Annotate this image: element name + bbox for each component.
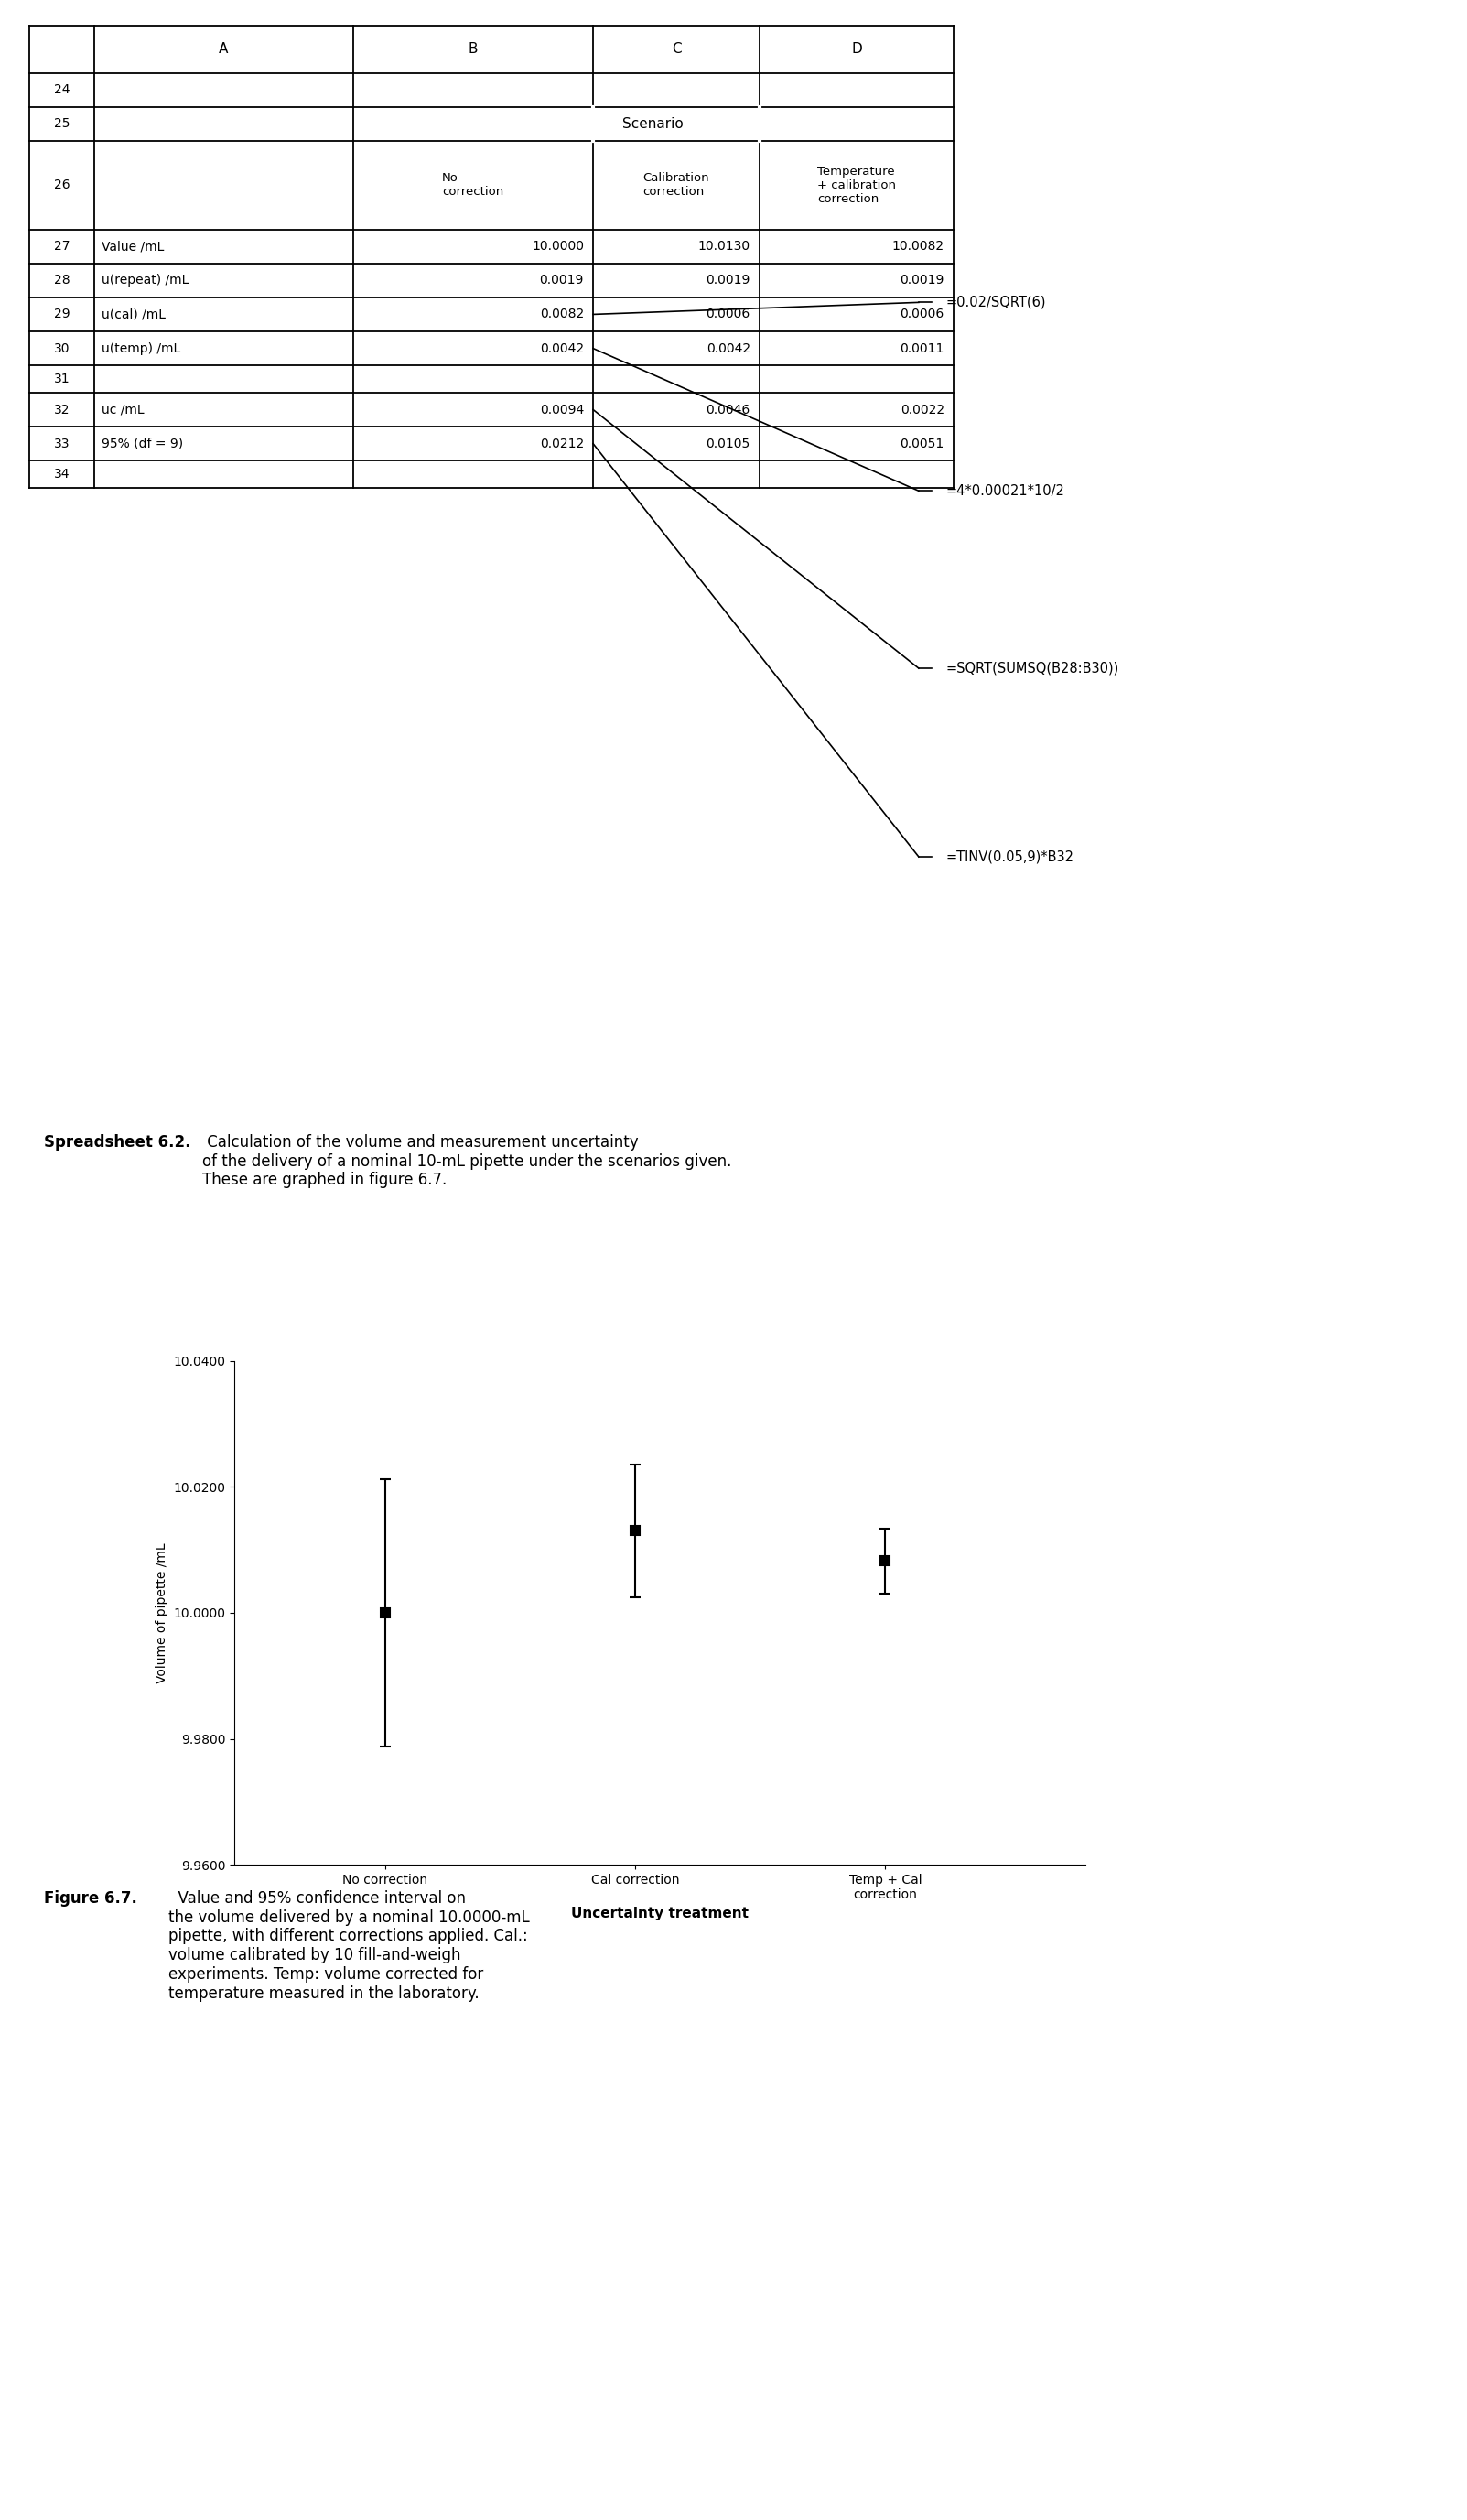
Text: A: A <box>219 43 229 55</box>
Text: =TINV(0.05,9)*B32: =TINV(0.05,9)*B32 <box>945 849 1074 864</box>
Text: 27: 27 <box>54 239 70 252</box>
Text: 0.0006: 0.0006 <box>706 307 750 320</box>
Text: Spreadsheet 6.2.: Spreadsheet 6.2. <box>44 1134 191 1152</box>
Text: Temperature
+ calibration
correction: Temperature + calibration correction <box>817 166 896 204</box>
Text: D: D <box>851 43 863 55</box>
Text: 0.0105: 0.0105 <box>706 438 750 451</box>
Text: 0.0006: 0.0006 <box>901 307 945 320</box>
Text: C: C <box>672 43 681 55</box>
Text: 30: 30 <box>54 343 70 355</box>
Y-axis label: Volume of pipette /mL: Volume of pipette /mL <box>156 1542 169 1683</box>
Text: u(cal) /mL: u(cal) /mL <box>101 307 166 320</box>
Text: =4*0.00021*10/2: =4*0.00021*10/2 <box>945 484 1064 499</box>
Text: 29: 29 <box>54 307 70 320</box>
Text: uc /mL: uc /mL <box>101 403 144 416</box>
Text: Calculation of the volume and measurement uncertainty
of the delivery of a nomin: Calculation of the volume and measuremen… <box>202 1134 732 1189</box>
Text: 0.0094: 0.0094 <box>540 403 584 416</box>
Text: 33: 33 <box>54 438 70 451</box>
Text: 26: 26 <box>54 179 70 192</box>
Text: 32: 32 <box>54 403 70 416</box>
Text: 0.0082: 0.0082 <box>540 307 584 320</box>
Text: 0.0019: 0.0019 <box>901 275 945 287</box>
Text: 25: 25 <box>54 118 70 131</box>
Text: 34: 34 <box>54 469 70 481</box>
Text: 0.0042: 0.0042 <box>540 343 584 355</box>
Text: Value /mL: Value /mL <box>101 239 164 252</box>
Text: 10.0082: 10.0082 <box>892 239 945 252</box>
Text: 0.0046: 0.0046 <box>706 403 750 416</box>
Text: 0.0042: 0.0042 <box>706 343 750 355</box>
Text: =SQRT(SUMSQ(B28:B30)): =SQRT(SUMSQ(B28:B30)) <box>945 660 1118 675</box>
Text: 24: 24 <box>54 83 70 96</box>
Text: 10.0130: 10.0130 <box>698 239 750 252</box>
Text: =0.02/SQRT(6): =0.02/SQRT(6) <box>945 295 1046 310</box>
Text: 0.0011: 0.0011 <box>901 343 945 355</box>
Text: u(repeat) /mL: u(repeat) /mL <box>101 275 189 287</box>
Text: 0.0019: 0.0019 <box>706 275 750 287</box>
Text: Value and 95% confidence interval on
the volume delivered by a nominal 10.0000-m: Value and 95% confidence interval on the… <box>169 1890 530 2001</box>
Text: 10.0000: 10.0000 <box>531 239 584 252</box>
Text: B: B <box>468 43 478 55</box>
Text: Calibration
correction: Calibration correction <box>643 171 710 199</box>
Text: 28: 28 <box>54 275 70 287</box>
Text: 0.0022: 0.0022 <box>901 403 945 416</box>
Text: 0.0019: 0.0019 <box>540 275 584 287</box>
Text: 95% (df = 9): 95% (df = 9) <box>101 438 183 451</box>
Text: u(temp) /mL: u(temp) /mL <box>101 343 180 355</box>
Text: 31: 31 <box>54 373 70 386</box>
Text: No
correction: No correction <box>442 171 503 199</box>
X-axis label: Uncertainty treatment: Uncertainty treatment <box>571 1908 750 1920</box>
Text: Scenario: Scenario <box>622 116 684 131</box>
Text: 0.0212: 0.0212 <box>540 438 584 451</box>
Text: Figure 6.7.: Figure 6.7. <box>44 1890 138 1908</box>
Text: 0.0051: 0.0051 <box>901 438 945 451</box>
